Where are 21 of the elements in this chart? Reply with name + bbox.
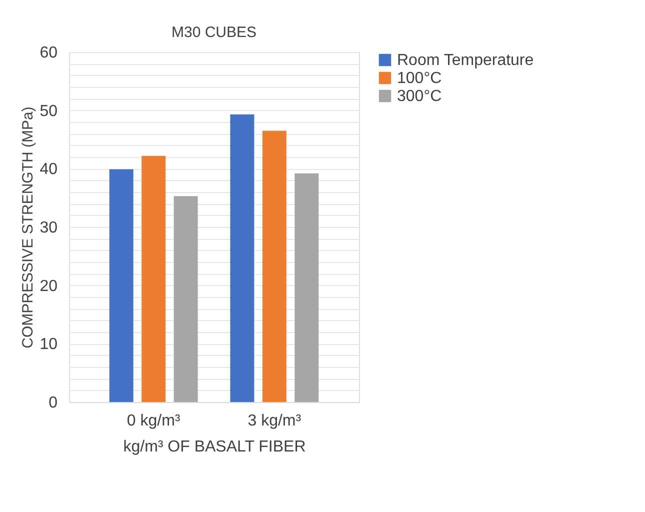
y-tick-label: 30 bbox=[40, 220, 58, 236]
y-tick-label: 40 bbox=[40, 161, 58, 178]
chart-title: M30 CUBES bbox=[171, 24, 257, 41]
bar bbox=[109, 169, 134, 402]
x-tick-label: 0 kg/m³ bbox=[126, 412, 181, 430]
y-tick-label: 50 bbox=[40, 102, 58, 120]
legend-label: Room Temperature bbox=[397, 52, 534, 69]
bar bbox=[230, 114, 254, 402]
y-axis-title: COMPRESSIVE STRENGTH (MPa) bbox=[20, 106, 37, 348]
legend-label: 300°C bbox=[397, 88, 442, 105]
bar bbox=[174, 196, 198, 402]
x-tick-label: 3 kg/m³ bbox=[248, 412, 302, 430]
legend-label: 100°C bbox=[397, 70, 442, 87]
x-axis-title: kg/m³ OF BASALT FIBER bbox=[123, 438, 306, 456]
bar bbox=[294, 173, 319, 402]
y-tick-label: 20 bbox=[40, 278, 58, 295]
y-tick-label: 0 bbox=[48, 394, 58, 412]
y-tick-label: 60 bbox=[40, 44, 58, 62]
y-tick-label: 10 bbox=[40, 336, 58, 354]
bar bbox=[262, 130, 286, 402]
bar bbox=[142, 156, 166, 402]
